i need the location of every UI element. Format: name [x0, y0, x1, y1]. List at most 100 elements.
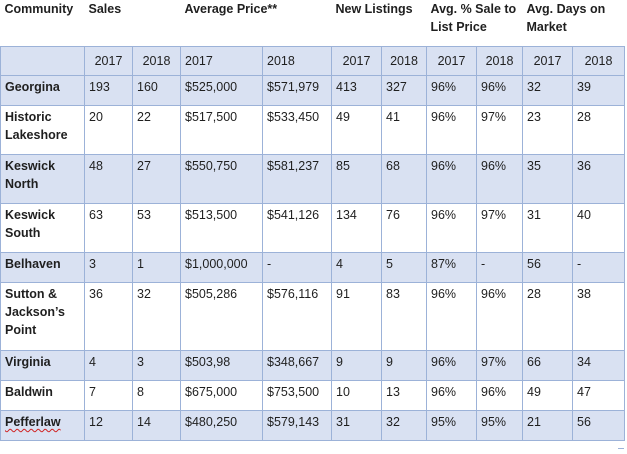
cell-listings-2018: 76: [381, 203, 427, 253]
community-name: Baldwin: [5, 385, 53, 399]
cell-dom-2017: 28: [522, 282, 573, 351]
cell-listings-2017: 85: [331, 154, 382, 204]
cell-price-2017: $517,500: [180, 105, 263, 155]
cell-sales-2017: 7: [84, 380, 133, 411]
header-sales: Sales: [88, 2, 122, 16]
cell-sales-2018: 1: [132, 252, 181, 283]
cell-dom-2018: 36: [572, 154, 625, 204]
table-row: Keswick North 48 27 $550,750 $581,237 85 68 96%…: [0, 154, 625, 204]
cell-price-2018: $541,126: [262, 203, 332, 253]
cell-price-2017: $505,286: [180, 282, 263, 351]
cell-sales-2017: 63: [84, 203, 133, 253]
cell-price-2018: $579,143: [262, 410, 332, 441]
header-sale-to-list: Avg. % Sale to List Price: [430, 2, 517, 34]
community-cell: Baldwin: [0, 380, 85, 411]
community-cell: Virginia: [0, 350, 85, 381]
cell-dom-2018: 34: [572, 350, 625, 381]
cell-ratio-2018: 97%: [476, 203, 523, 253]
cell-listings-2017: 49: [331, 105, 382, 155]
cell-dom-2017: 35: [522, 154, 573, 204]
cell-sales-2018: 160: [132, 75, 181, 106]
cell-ratio-2017: 95%: [426, 410, 477, 441]
cell-dom-2018: 38: [572, 282, 625, 351]
cell-price-2018: -: [262, 252, 332, 283]
cell-listings-2017: 9: [331, 350, 382, 381]
cell-listings-2017: 91: [331, 282, 382, 351]
table-row: Historic Lakeshore 20 22 $517,500 $533,450 49…: [0, 105, 625, 155]
table-row: Virginia 4 3 $503,98 $348,667 9 9 96% 97% 66 34: [0, 350, 625, 381]
cell-dom-2017: 56: [522, 252, 573, 283]
cell-ratio-2017: 96%: [426, 380, 477, 411]
table-row: Baldwin 7 8 $675,000 $753,500 10 13 96% 96% 49 47: [0, 380, 625, 411]
cell-ratio-2018: 95%: [476, 410, 523, 441]
table-edge-mark: [618, 448, 624, 449]
cell-ratio-2018: 96%: [476, 75, 523, 106]
cell-price-2018: $533,450: [262, 105, 332, 155]
cell-price-2017: $503,98: [180, 350, 263, 381]
year-cell: 2018: [132, 46, 181, 76]
cell-ratio-2018: 97%: [476, 350, 523, 381]
header-new-listings: New Listings: [335, 2, 413, 16]
community-cell: Sutton & Jackson’s Point: [0, 282, 85, 351]
cell-listings-2018: 68: [381, 154, 427, 204]
community-name: Sutton & Jackson’s Point: [5, 287, 65, 337]
community-cell: Georgina: [0, 75, 85, 106]
cell-ratio-2017: 96%: [426, 105, 477, 155]
community-name: Georgina: [5, 80, 60, 94]
cell-sales-2017: 20: [84, 105, 133, 155]
table-row: Sutton & Jackson’s Point 36 32 $505,286 $576…: [0, 282, 625, 351]
cell-price-2017: $550,750: [180, 154, 263, 204]
year-cell: 2018: [476, 46, 523, 76]
cell-ratio-2017: 96%: [426, 75, 477, 106]
year-cell: 2017: [426, 46, 477, 76]
cell-listings-2017: 413: [331, 75, 382, 106]
cell-ratio-2017: 87%: [426, 252, 477, 283]
cell-listings-2018: 83: [381, 282, 427, 351]
cell-sales-2017: 12: [84, 410, 133, 441]
table-row: Belhaven 3 1 $1,000,000-4 5 87% -56-: [0, 252, 625, 283]
year-row: 2017 2018 2017 2018 2017 2018 2017 2018 …: [0, 46, 625, 76]
cell-listings-2018: 41: [381, 105, 427, 155]
header-days-on-market: Avg. Days on Market: [526, 2, 606, 34]
cell-ratio-2018: -: [476, 252, 523, 283]
cell-listings-2018: 9: [381, 350, 427, 381]
cell-listings-2017: 4: [331, 252, 382, 283]
cell-ratio-2018: 96%: [476, 282, 523, 351]
table-row: Georgina 193 160 $525,000 $571,979 413 327 96% 9…: [0, 75, 625, 106]
cell-price-2018: $753,500: [262, 380, 332, 411]
cell-ratio-2017: 96%: [426, 282, 477, 351]
cell-listings-2018: 327: [381, 75, 427, 106]
cell-ratio-2018: 96%: [476, 380, 523, 411]
table-body: Georgina 193 160 $525,000 $571,979 413 327 96% 9…: [0, 75, 625, 441]
cell-dom-2018: 56: [572, 410, 625, 441]
cell-sales-2018: 14: [132, 410, 181, 441]
community-cell: Keswick South: [0, 203, 85, 253]
year-cell: 2017: [522, 46, 573, 76]
community-cell: Pefferlaw: [0, 410, 85, 441]
cell-listings-2018: 5: [381, 252, 427, 283]
cell-price-2017: $525,000: [180, 75, 263, 106]
community-cell: Keswick North: [0, 154, 85, 204]
cell-listings-2018: 13: [381, 380, 427, 411]
table-row: Pefferlaw 12 14 $480,250 $579,143 31 32 95% 95% 2…: [0, 410, 625, 441]
year-cell: 2017: [331, 46, 382, 76]
cell-dom-2017: 31: [522, 203, 573, 253]
cell-sales-2017: 4: [84, 350, 133, 381]
header-community: Community: [4, 2, 74, 16]
community-cell: Historic Lakeshore: [0, 105, 85, 155]
cell-dom-2017: 32: [522, 75, 573, 106]
cell-dom-2018: 40: [572, 203, 625, 253]
community-name: Virginia: [5, 355, 51, 369]
community-name: Keswick North: [5, 159, 56, 191]
cell-sales-2018: 53: [132, 203, 181, 253]
year-cell-empty: [0, 46, 85, 76]
cell-dom-2018: 47: [572, 380, 625, 411]
cell-price-2017: $675,000: [180, 380, 263, 411]
cell-dom-2017: 66: [522, 350, 573, 381]
year-cell: 2017: [180, 46, 263, 76]
cell-ratio-2017: 96%: [426, 154, 477, 204]
community-name: Historic Lakeshore: [5, 110, 68, 142]
cell-sales-2018: 8: [132, 380, 181, 411]
header-average-price: Average Price**: [184, 2, 278, 16]
cell-price-2018: $576,116: [262, 282, 332, 351]
